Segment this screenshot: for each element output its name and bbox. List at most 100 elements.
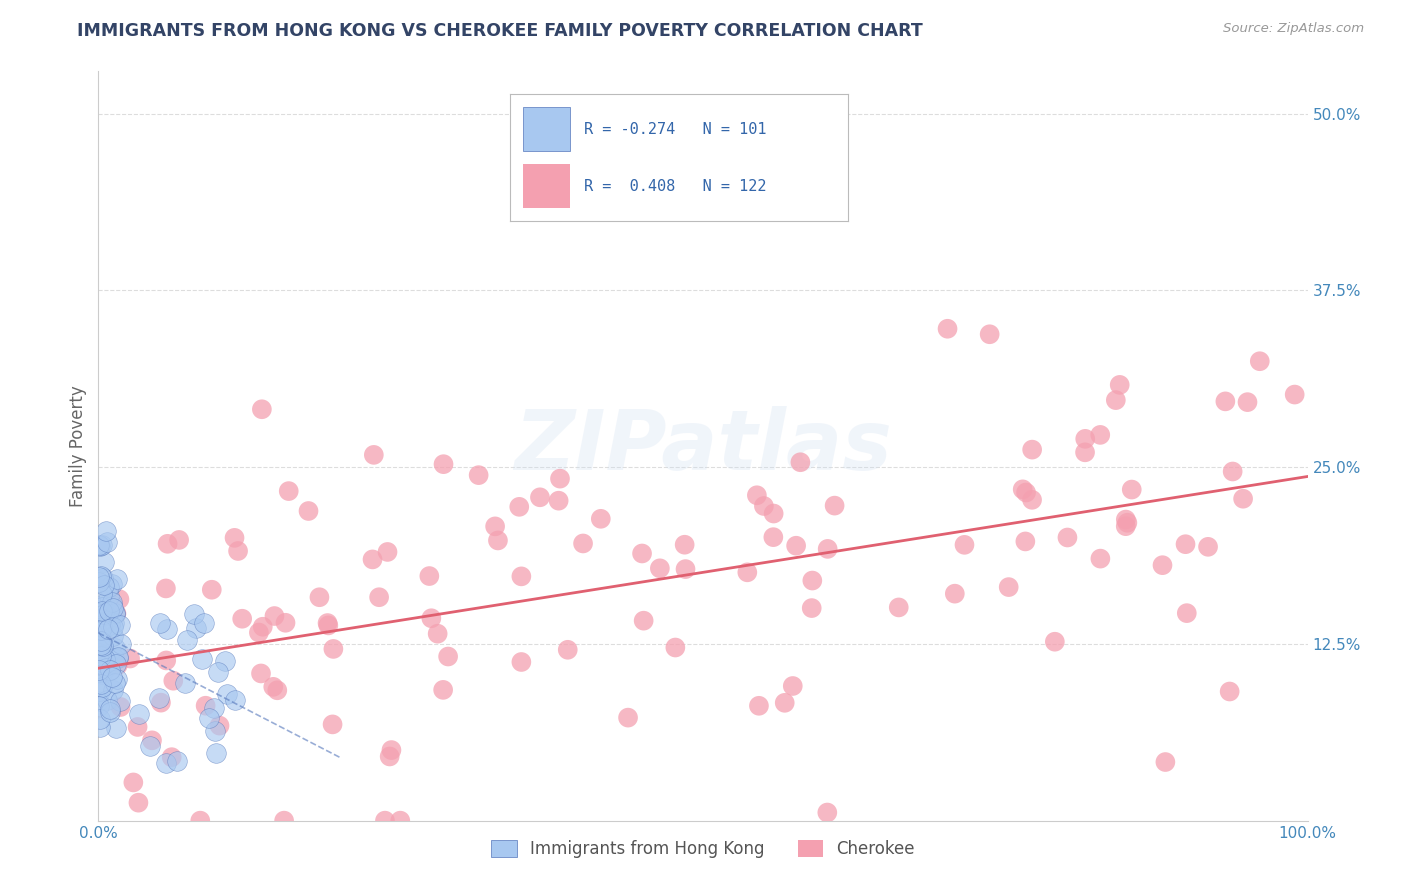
Point <box>166 754 188 768</box>
Point <box>1174 537 1197 551</box>
Point <box>675 562 697 576</box>
Text: IMMIGRANTS FROM HONG KONG VS CHEROKEE FAMILY POVERTY CORRELATION CHART: IMMIGRANTS FROM HONG KONG VS CHEROKEE FA… <box>77 22 924 40</box>
Point <box>89 720 111 734</box>
Point <box>122 775 145 789</box>
Point <box>316 615 339 630</box>
Point <box>97 604 120 618</box>
Point <box>90 677 112 691</box>
Point <box>557 642 579 657</box>
Point <box>1215 394 1237 409</box>
Point <box>589 512 612 526</box>
Point <box>90 649 112 664</box>
Point <box>361 552 384 566</box>
Point <box>214 655 236 669</box>
Point <box>90 638 112 652</box>
Point <box>101 620 124 634</box>
Point <box>297 504 319 518</box>
Point <box>782 679 804 693</box>
Point <box>824 499 846 513</box>
Point <box>96 692 118 706</box>
Point <box>1284 387 1306 401</box>
Point <box>93 578 115 592</box>
Point <box>247 625 270 640</box>
Point <box>105 572 128 586</box>
Point <box>97 656 120 670</box>
Point <box>87 646 110 660</box>
Point <box>90 609 112 624</box>
Point <box>801 574 824 588</box>
Point <box>250 402 273 417</box>
Point <box>1175 606 1198 620</box>
Point <box>91 604 114 618</box>
Point <box>90 633 112 648</box>
Point <box>149 696 172 710</box>
Point <box>648 561 671 575</box>
Point <box>368 591 391 605</box>
Point <box>101 670 124 684</box>
Point <box>426 626 449 640</box>
Point <box>105 607 128 621</box>
Point <box>98 702 121 716</box>
Point <box>101 682 124 697</box>
Point <box>101 598 124 612</box>
Point <box>815 805 838 820</box>
Point <box>89 539 111 553</box>
Point <box>673 538 696 552</box>
Point <box>1105 393 1128 408</box>
Point <box>548 472 571 486</box>
Point <box>748 698 770 713</box>
Point <box>633 614 655 628</box>
Point <box>103 651 125 665</box>
Text: Source: ZipAtlas.com: Source: ZipAtlas.com <box>1223 22 1364 36</box>
Point <box>91 618 114 632</box>
Point <box>1090 551 1112 566</box>
Point <box>127 796 149 810</box>
Point <box>789 455 811 469</box>
Point <box>1011 483 1033 497</box>
Point <box>262 680 284 694</box>
Point <box>90 615 112 629</box>
Point <box>93 555 115 569</box>
Point <box>104 606 127 620</box>
Point <box>308 591 330 605</box>
Point <box>93 656 115 670</box>
Point <box>104 607 127 621</box>
Point <box>186 621 208 635</box>
Point <box>322 641 344 656</box>
Point <box>664 640 686 655</box>
Point <box>91 641 114 656</box>
Point <box>277 484 299 499</box>
Point <box>1152 558 1174 573</box>
Point <box>104 722 127 736</box>
Point <box>1115 519 1137 533</box>
Point <box>103 629 125 643</box>
Point <box>149 615 172 630</box>
Point <box>418 569 440 583</box>
Point <box>89 656 111 670</box>
Legend: Immigrants from Hong Kong, Cherokee: Immigrants from Hong Kong, Cherokee <box>485 833 921 864</box>
Point <box>1021 442 1043 457</box>
Point <box>208 718 231 732</box>
Point <box>108 618 131 632</box>
Point <box>128 707 150 722</box>
Point <box>1043 634 1066 648</box>
Point <box>89 699 111 714</box>
Point <box>91 571 114 585</box>
Point <box>167 533 190 547</box>
Point <box>529 490 551 504</box>
Point <box>936 322 959 336</box>
Point <box>101 600 124 615</box>
Point <box>91 600 114 615</box>
Point <box>266 683 288 698</box>
Point <box>389 814 412 828</box>
Point <box>104 657 127 672</box>
Point <box>110 637 132 651</box>
Point <box>250 666 273 681</box>
Point <box>89 570 111 584</box>
Point <box>91 667 114 681</box>
Point <box>887 600 910 615</box>
Point <box>374 814 396 828</box>
Point <box>1249 354 1271 368</box>
Point <box>205 746 228 760</box>
Point <box>155 756 177 770</box>
